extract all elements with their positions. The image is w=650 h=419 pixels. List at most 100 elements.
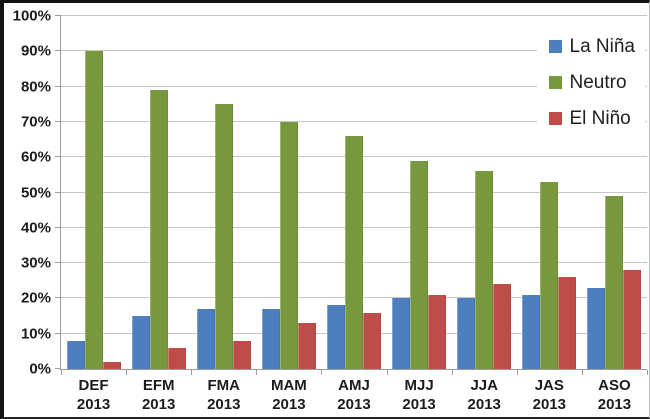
bar-group-aso: ASO 2013	[582, 16, 647, 413]
bar-la-nina-jas	[522, 294, 541, 369]
bar-neutro-mam	[279, 121, 298, 369]
y-tick-100	[55, 15, 61, 16]
x-tick-5	[386, 370, 388, 375]
x-axis-label-jja-trimester: JJA	[470, 377, 498, 394]
x-tick-3	[256, 370, 258, 375]
bar-la-nina-jja	[457, 298, 476, 369]
bar-neutro-fma	[214, 104, 233, 369]
bar-neutro-jja	[475, 171, 494, 369]
x-axis-label-mjj-year: 2013	[402, 396, 436, 413]
y-tick-70	[55, 120, 61, 122]
x-axis-label-amj-trimester: AMJ	[338, 377, 370, 394]
x-axis-label-jas-year: 2013	[532, 396, 566, 413]
bar-el-nino-jas	[558, 277, 577, 369]
legend-entry-la-nina: La Niña	[548, 37, 635, 56]
y-axis-label-0: 0%	[29, 360, 51, 378]
x-tick-8	[581, 370, 583, 375]
bar-la-nina-mjj	[392, 298, 411, 369]
x-axis-label-efm: EFM 2013	[118, 376, 199, 414]
bar-group-fma: FMA 2013	[191, 16, 256, 413]
bar-group-amj: AMJ 2013	[321, 16, 386, 413]
x-axis-label-jja-year: 2013	[467, 396, 501, 413]
bar-row-jja	[452, 16, 517, 369]
x-tick-7	[516, 370, 518, 375]
x-axis-label-fma-year: 2013	[207, 396, 241, 413]
x-axis-label-mam-trimester: MAM	[270, 377, 307, 394]
x-axis-label-mjj-trimester: MJJ	[404, 377, 434, 394]
bar-la-nina-aso	[587, 287, 606, 369]
y-axis-label-100: 100%	[12, 7, 51, 25]
y-axis-label-90: 90%	[20, 42, 51, 60]
bar-group-mam: MAM 2013	[256, 16, 321, 413]
legend-swatch-la-nina-icon	[548, 40, 562, 53]
y-axis-label-30: 30%	[20, 254, 51, 272]
legend-entry-el-nino: El Niño	[548, 108, 636, 129]
bar-row-amj	[321, 16, 386, 369]
legend-label-el-nino: El Niño	[569, 108, 631, 129]
x-axis-label-def-year: 2013	[76, 396, 111, 413]
bar-neutro-def	[84, 51, 103, 369]
x-tick-1	[126, 370, 128, 375]
bar-el-nino-def	[102, 361, 121, 369]
bar-neutro-mjj	[410, 160, 429, 369]
bar-row-mam	[256, 16, 321, 369]
x-axis-label-aso-trimester: ASO	[598, 377, 631, 394]
y-tick-90	[55, 50, 61, 52]
bar-la-nina-mam	[261, 309, 280, 369]
bar-group-efm: EFM 2013	[126, 16, 191, 413]
bar-groups: DEF 2013 EFM 2013 FMA 2013 MAM 2013 AMJ 2013 MJJ 20…	[61, 16, 647, 413]
bar-neutro-efm	[149, 90, 168, 369]
x-axis-label-aso-year: 2013	[597, 396, 632, 413]
bar-group-def: DEF 2013	[61, 16, 126, 413]
bar-la-nina-amj	[326, 305, 345, 369]
bar-neutro-amj	[344, 136, 363, 369]
bar-neutro-aso	[605, 196, 624, 369]
x-axis-label-def: DEF 2013	[53, 376, 134, 414]
bar-row-jas	[517, 16, 582, 369]
y-tick-0	[55, 368, 61, 369]
y-axis-label-40: 40%	[20, 219, 51, 237]
gridline-70	[61, 120, 647, 122]
bar-row-aso	[582, 16, 647, 369]
bar-group-mjj: MJJ 2013	[387, 16, 452, 413]
y-axis-label-20: 20%	[20, 289, 51, 307]
y-tick-40	[55, 226, 61, 228]
legend-entry-neutro: Neutro	[548, 72, 636, 93]
gridline-90	[61, 50, 647, 52]
y-tick-60	[55, 156, 61, 158]
x-axis-label-jja: JJA 2013	[444, 376, 525, 414]
x-axis-label-fma-trimester: FMA	[207, 377, 241, 394]
y-axis-label-50: 50%	[20, 184, 51, 201]
y-axis-label-60: 60%	[20, 148, 51, 166]
y-axis-label-70: 70%	[20, 113, 51, 131]
bar-neutro-jas	[540, 181, 559, 369]
x-axis-label-mam: MAM 2013	[248, 376, 329, 414]
x-axis-label-amj-year: 2013	[337, 396, 371, 413]
legend-swatch-el-nino-icon	[548, 112, 562, 125]
bar-group-jas: JAS 2013	[517, 16, 582, 413]
bar-row-fma	[191, 16, 256, 369]
bar-el-nino-aso	[623, 270, 642, 369]
gridline-80	[61, 85, 647, 87]
legend: La Niña Neutro El Niño	[536, 24, 645, 141]
bar-el-nino-amj	[362, 312, 381, 369]
y-tick-10	[55, 332, 61, 334]
y-tick-30	[55, 262, 61, 264]
x-tick-6	[451, 370, 453, 375]
x-axis-label-efm-year: 2013	[141, 396, 176, 413]
bar-el-nino-jja	[493, 284, 512, 369]
x-axis-label-aso: ASO 2013	[574, 376, 649, 414]
bar-el-nino-fma	[232, 340, 251, 369]
bar-la-nina-def	[66, 340, 85, 369]
legend-label-neutro: Neutro	[569, 72, 627, 93]
y-axis-label-80: 80%	[20, 78, 51, 96]
bar-group-jja: JJA 2013	[452, 16, 517, 413]
bar-la-nina-efm	[131, 316, 150, 369]
y-tick-80	[55, 85, 61, 87]
bar-el-nino-mam	[297, 323, 316, 369]
gridline-100	[61, 15, 647, 16]
y-axis-label-10: 10%	[20, 325, 51, 343]
bar-el-nino-mjj	[428, 294, 447, 369]
y-tick-20	[55, 297, 61, 299]
